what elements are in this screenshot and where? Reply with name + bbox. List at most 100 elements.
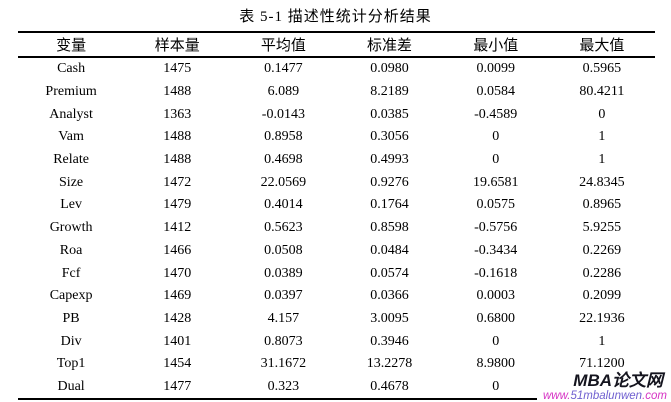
variable-cell: Div xyxy=(60,333,82,349)
column-header: 变量 xyxy=(56,38,87,54)
site-watermark: MBA论文网 www.51mbalunwen.com xyxy=(536,371,667,402)
value-cell: 0.8073 xyxy=(264,333,303,349)
value-cell: 19.6581 xyxy=(472,174,519,190)
table-row: Premium 1488 6.089 8.2189 0.0584 80.4211 xyxy=(18,81,655,104)
variable-cell: Premium xyxy=(45,84,97,100)
value-cell: 0.8965 xyxy=(582,197,622,213)
variable-cell: Dual xyxy=(57,378,85,394)
variable-cell: Top1 xyxy=(56,356,86,372)
value-cell: 0.0508 xyxy=(264,242,303,258)
value-cell: 0.8958 xyxy=(264,129,303,145)
watermark-url-tld: .com xyxy=(642,389,667,402)
variable-cell: Capexp xyxy=(49,288,93,304)
column-header: 样本量 xyxy=(154,38,200,54)
value-cell: 0 xyxy=(492,129,500,145)
descriptive-statistics-table: 变量 样本量 平均值 标准差 最小值 最大值 Cash 1475 0.1477 0.0980 0.… xyxy=(18,31,655,400)
value-cell: 71.1200 xyxy=(579,356,625,372)
watermark-url-www: www. xyxy=(542,389,571,402)
column-header: 最大值 xyxy=(579,38,625,54)
value-cell: 1363 xyxy=(163,106,192,122)
value-cell: 0.0484 xyxy=(370,242,409,258)
table-row: PB 1428 4.157 3.0095 0.6800 22.1936 xyxy=(18,308,655,331)
value-cell: 1488 xyxy=(163,152,192,168)
table-row: Relate 1488 0.4698 0.4993 0 1 xyxy=(18,149,655,172)
value-cell: 1454 xyxy=(163,356,192,372)
value-cell: 0.0099 xyxy=(476,61,515,77)
value-cell: -0.4589 xyxy=(474,106,518,122)
variable-cell: Analyst xyxy=(49,106,93,122)
value-cell: 1488 xyxy=(163,129,192,145)
value-cell: 80.4211 xyxy=(579,84,625,100)
value-cell: 5.9255 xyxy=(582,220,622,236)
variable-cell: PB xyxy=(62,310,80,326)
variable-cell: Roa xyxy=(59,242,83,258)
column-header: 标准差 xyxy=(367,38,413,54)
table-row: Top1 1454 31.1672 13.2278 8.9800 71.1200 xyxy=(18,353,655,376)
table-row: Size 1472 22.0569 0.9276 19.6581 24.8345 xyxy=(18,171,655,194)
value-cell: 1 xyxy=(598,129,606,145)
value-cell: 0.4698 xyxy=(264,152,303,168)
column-header: 平均值 xyxy=(260,38,306,54)
value-cell: 0.5623 xyxy=(264,220,303,236)
variable-cell: Size xyxy=(59,174,84,190)
value-cell: 0.0584 xyxy=(476,84,515,100)
value-cell: 0.0397 xyxy=(264,288,303,304)
value-cell: 1401 xyxy=(163,333,192,349)
watermark-url-domain: 51mbalunwen xyxy=(570,389,643,402)
value-cell: 4.157 xyxy=(267,310,300,326)
value-cell: 0.3946 xyxy=(370,333,409,349)
table-body: Cash 1475 0.1477 0.0980 0.0099 0.5965 Premium 1… xyxy=(18,57,655,400)
value-cell: 0 xyxy=(492,152,500,168)
value-cell: 0.3056 xyxy=(370,129,409,145)
table-header: 变量 样本量 平均值 标准差 最小值 最大值 xyxy=(18,32,655,57)
value-cell: 0 xyxy=(492,378,500,394)
variable-cell: Lev xyxy=(60,197,82,213)
table-row: Cash 1475 0.1477 0.0980 0.0099 0.5965 xyxy=(18,57,655,81)
value-cell: -0.0143 xyxy=(261,106,305,122)
value-cell: 1469 xyxy=(163,288,192,304)
value-cell: 1475 xyxy=(163,61,192,77)
value-cell: 0.6800 xyxy=(476,310,515,326)
table-row: Roa 1466 0.0508 0.0484 -0.3434 0.2269 xyxy=(18,240,655,263)
value-cell: 0.8598 xyxy=(370,220,409,236)
variable-cell: Fcf xyxy=(61,265,81,281)
value-cell: 0.2286 xyxy=(582,265,622,281)
value-cell: 0.4678 xyxy=(370,378,409,394)
table-row: Fcf 1470 0.0389 0.0574 -0.1618 0.2286 xyxy=(18,262,655,285)
value-cell: 1 xyxy=(598,152,606,168)
value-cell: 0.0574 xyxy=(370,265,409,281)
value-cell: 1479 xyxy=(163,197,192,213)
watermark-url: www.51mbalunwen.com xyxy=(543,390,667,402)
value-cell: 22.1936 xyxy=(579,310,625,326)
variable-cell: Cash xyxy=(57,61,86,77)
value-cell: 1472 xyxy=(163,174,192,190)
table-row: Growth 1412 0.5623 0.8598 -0.5756 5.9255 xyxy=(18,217,655,240)
value-cell: 0.2269 xyxy=(582,242,622,258)
header-row: 变量 样本量 平均值 标准差 最小值 最大值 xyxy=(18,32,655,57)
value-cell: 0.0575 xyxy=(476,197,515,213)
column-header: 最小值 xyxy=(473,38,519,54)
variable-cell: Growth xyxy=(49,220,93,236)
value-cell: 0.4014 xyxy=(264,197,303,213)
value-cell: 1477 xyxy=(163,378,192,394)
value-cell: 0.0980 xyxy=(370,61,409,77)
value-cell: 0.0385 xyxy=(370,106,409,122)
value-cell: 22.0569 xyxy=(260,174,307,190)
value-cell: 1 xyxy=(598,333,606,349)
table-row: Analyst 1363 -0.0143 0.0385 -0.4589 0 xyxy=(18,103,655,126)
table-row: Div 1401 0.8073 0.3946 0 1 xyxy=(18,330,655,353)
value-cell: 0.0003 xyxy=(476,288,515,304)
watermark-brand: MBA论文网 xyxy=(573,371,663,391)
table-row: Capexp 1469 0.0397 0.0366 0.0003 0.2099 xyxy=(18,285,655,308)
value-cell: 31.1672 xyxy=(260,356,307,372)
table-row: Lev 1479 0.4014 0.1764 0.0575 0.8965 xyxy=(18,194,655,217)
value-cell: 8.9800 xyxy=(476,356,515,372)
value-cell: 0.4993 xyxy=(370,152,409,168)
table-row: Vam 1488 0.8958 0.3056 0 1 xyxy=(18,126,655,149)
variable-cell: Vam xyxy=(58,129,84,145)
value-cell: 24.8345 xyxy=(579,174,625,190)
value-cell: 8.2189 xyxy=(370,84,409,100)
value-cell: -0.1618 xyxy=(474,265,518,281)
value-cell: 0.0366 xyxy=(370,288,409,304)
